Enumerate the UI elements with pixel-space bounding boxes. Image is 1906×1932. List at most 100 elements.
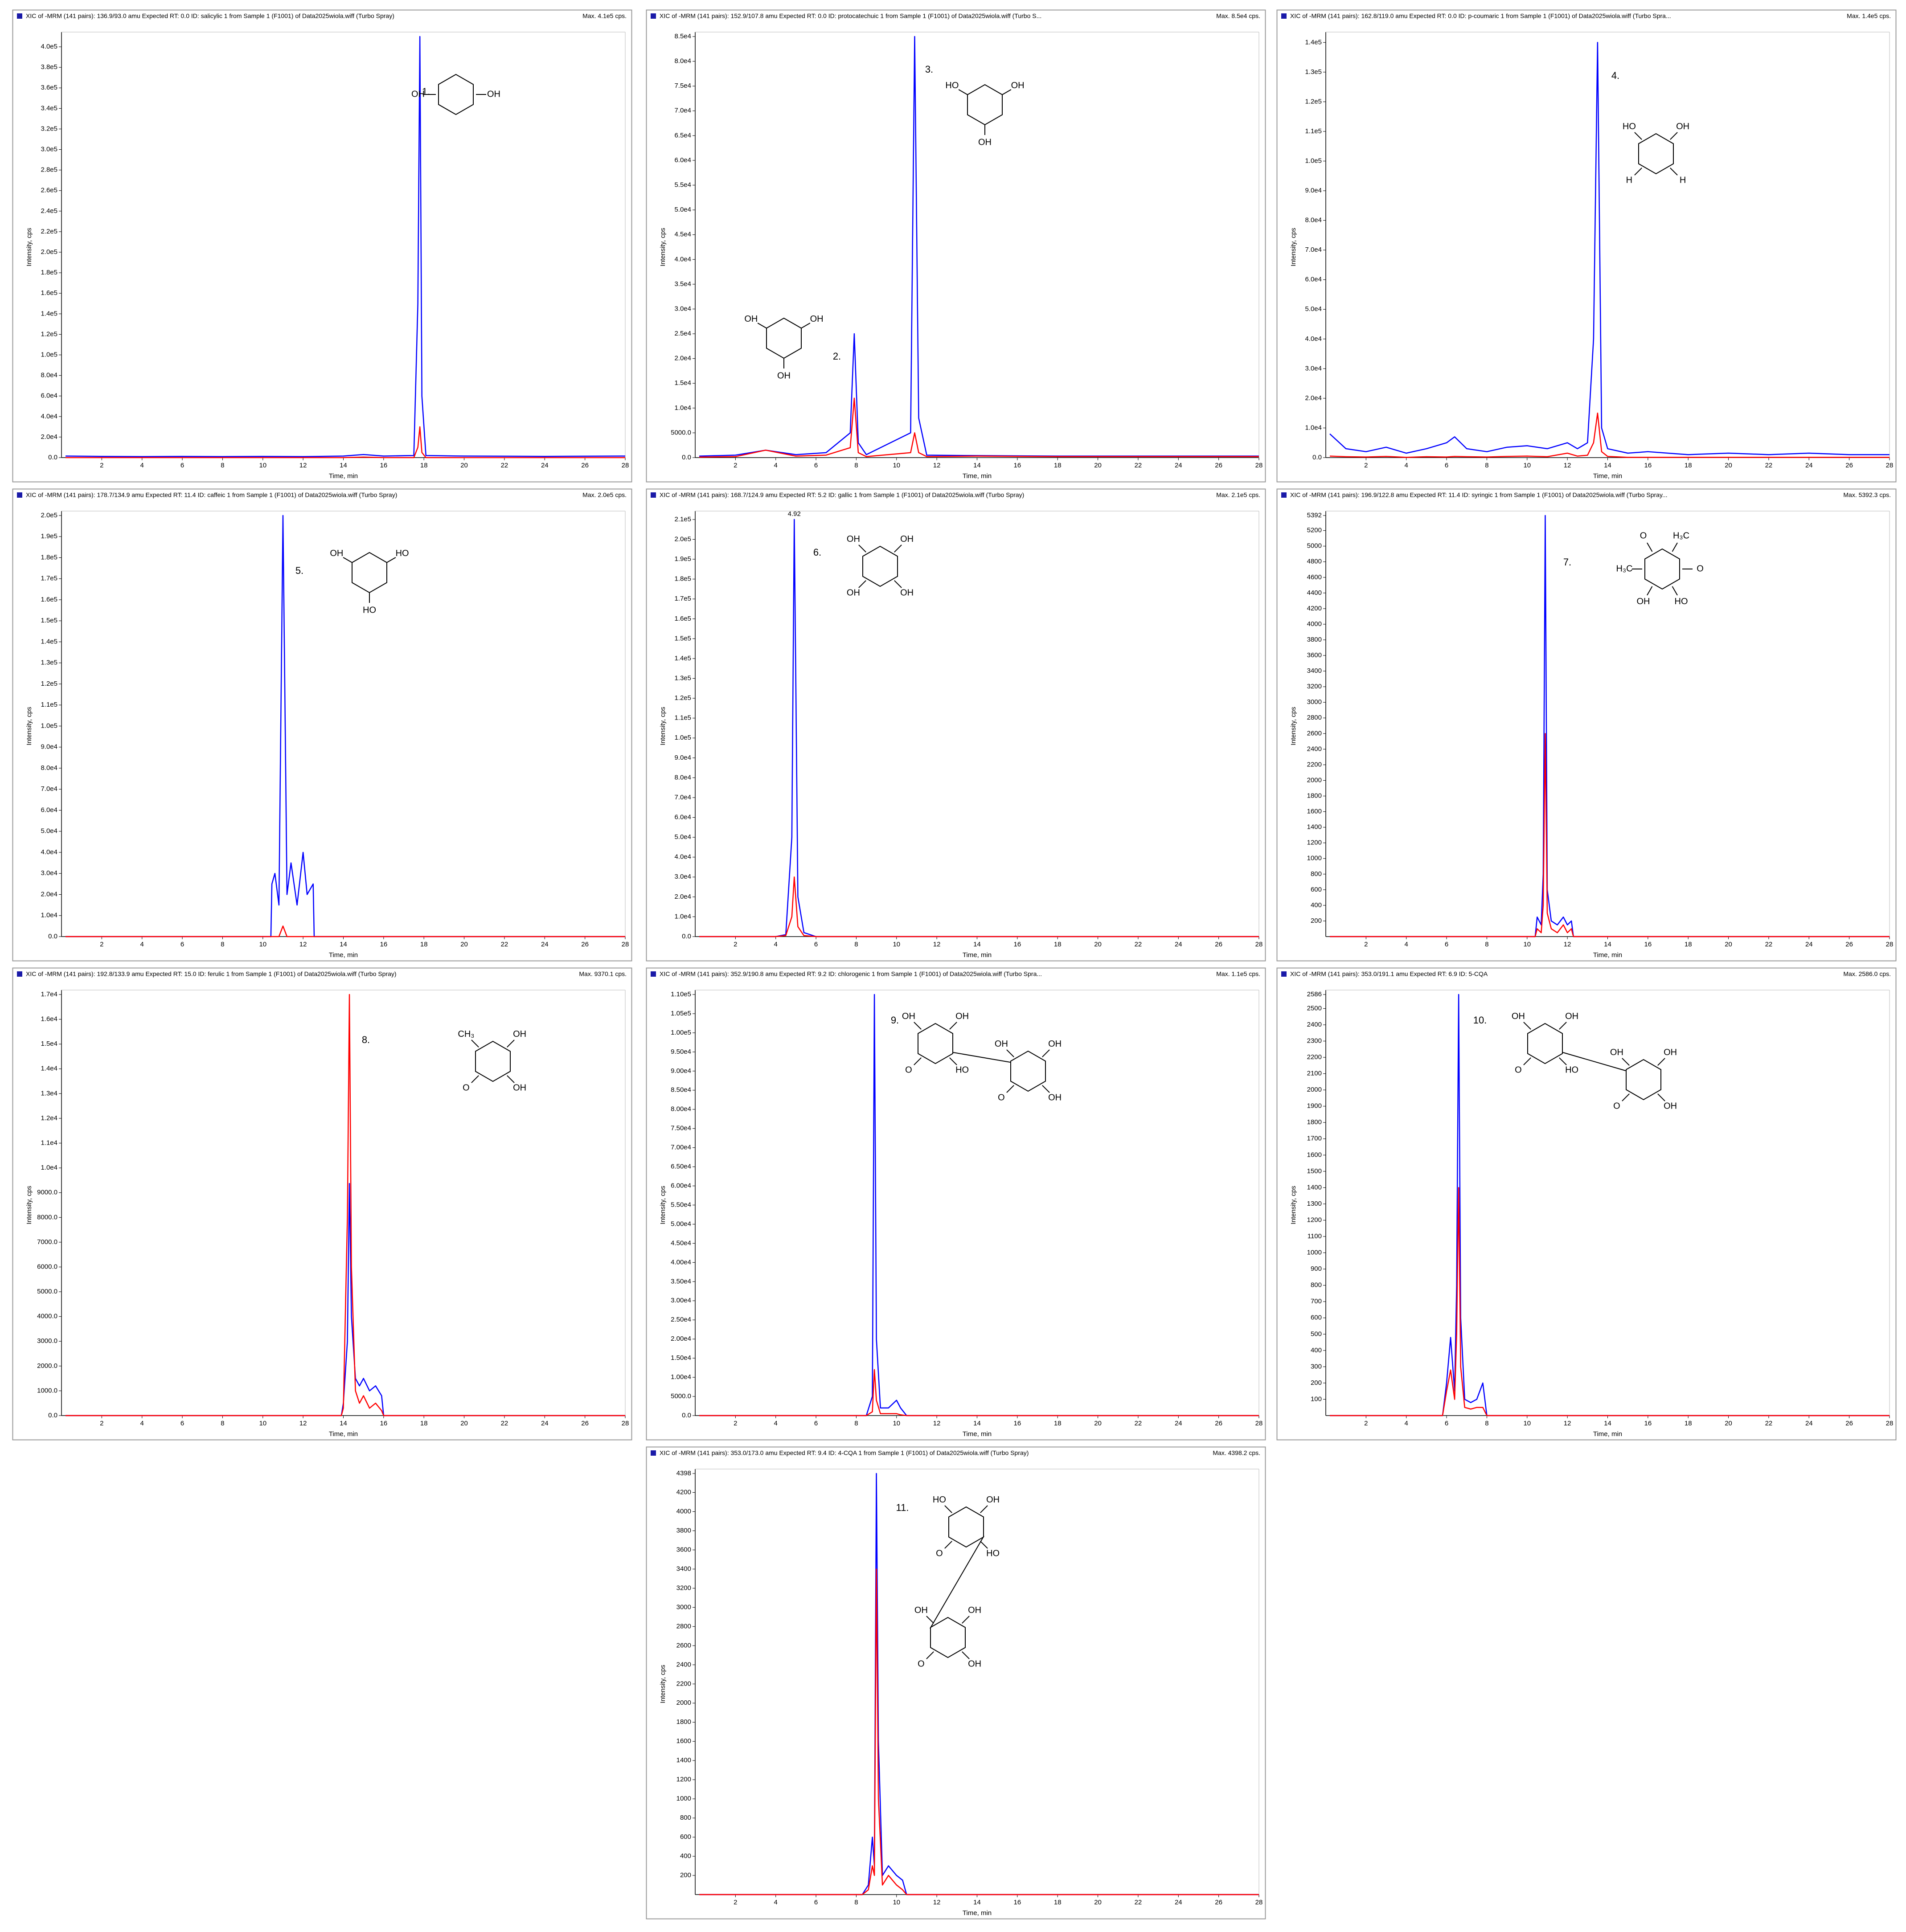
y-tick-label: 4800 [1307, 558, 1322, 565]
y-tick-label: 4.0e5 [41, 43, 57, 50]
max-label: Max. 2586.0 cps. [1843, 970, 1891, 978]
x-tick-label: 12 [933, 941, 941, 948]
structure-atom: OH [487, 89, 500, 99]
structure-atom: OH [955, 1011, 969, 1021]
x-tick-label: 24 [541, 462, 549, 469]
x-axis-label: Time, min [1593, 951, 1622, 959]
max-label: Max. 8.5e4 cps. [1216, 12, 1260, 20]
x-tick-label: 18 [420, 941, 428, 948]
y-tick-label: 8000.0 [37, 1213, 57, 1221]
structure-bond [894, 580, 902, 588]
y-tick-label: 1700 [1307, 1135, 1322, 1142]
y-tick-label: 700 [1311, 1298, 1322, 1305]
x-tick-label: 20 [1725, 462, 1732, 469]
x-tick-label: 26 [581, 1420, 589, 1427]
y-tick-label: 1.0e5 [41, 351, 57, 358]
x-axis-label: Time, min [963, 1430, 992, 1438]
trace-line [699, 397, 1259, 458]
trace-line [66, 925, 625, 937]
x-tick-label: 2 [1364, 941, 1368, 948]
compound-number: 10. [1473, 1015, 1487, 1026]
x-tick-label: 4 [1405, 462, 1408, 469]
structure-atom: O [463, 1083, 470, 1093]
y-tick-label: 1.00e4 [671, 1373, 691, 1381]
x-tick-label: 10 [1523, 941, 1531, 948]
x-tick-label: 28 [1255, 941, 1263, 948]
structure-atom: OH [900, 588, 914, 598]
max-label: Max. 9370.1 cps. [579, 970, 627, 978]
max-label: Max. 1.4e5 cps. [1847, 12, 1891, 20]
y-tick-label: 2.0e4 [1305, 394, 1322, 402]
structure-ring [862, 545, 898, 587]
x-tick-label: 2 [1364, 1420, 1368, 1427]
structure-bond [944, 1505, 952, 1513]
trace-line [66, 36, 626, 457]
structure-bond [1622, 1093, 1630, 1101]
y-tick-label: 5000 [1307, 542, 1322, 550]
y-tick-label: 2.4e5 [41, 207, 57, 215]
structure-bond [1559, 1057, 1567, 1065]
structure-atom: OH [1610, 1048, 1623, 1057]
y-tick-label: 600 [680, 1833, 691, 1841]
y-tick-label: 9.0e4 [41, 743, 57, 751]
trace-line [699, 1568, 1259, 1895]
x-tick-label: 6 [180, 1420, 184, 1427]
y-tick-label: 5.50e4 [671, 1201, 691, 1208]
y-tick-label: 5200 [1307, 527, 1322, 534]
y-tick-label: 1800 [1307, 1118, 1322, 1126]
y-tick-label: 8.50e4 [671, 1086, 691, 1094]
structure-atom: OH [744, 314, 758, 324]
y-tick-label: 1.50e4 [671, 1354, 691, 1362]
y-tick-label: 1200 [1307, 1216, 1322, 1224]
y-tick-label: 3.00e4 [671, 1297, 691, 1304]
x-tick-label: 24 [1175, 1420, 1182, 1427]
x-tick-label: 18 [1054, 1899, 1062, 1906]
structure-bond [858, 544, 866, 553]
compound-number: 4. [1611, 70, 1619, 81]
y-tick-label: 1.2e4 [41, 1114, 57, 1122]
y-tick-label: 2.8e5 [41, 166, 57, 174]
chart-panel: XIC of -MRM (141 pairs): 168.7/124.9 amu… [646, 488, 1266, 962]
x-tick-label: 14 [973, 1899, 981, 1906]
y-tick-label: 7000.0 [37, 1238, 57, 1246]
x-tick-label: 12 [1564, 941, 1571, 948]
x-tick-label: 28 [1255, 1420, 1263, 1427]
y-tick-label: 800 [1311, 870, 1322, 878]
y-tick-label: 1.9e5 [674, 555, 691, 563]
structure-bond [1672, 586, 1678, 596]
panel-frame [646, 488, 1266, 962]
structure-bond [1523, 1022, 1531, 1030]
y-tick-label: 2000 [676, 1699, 691, 1707]
y-tick-label: 2000.0 [37, 1362, 57, 1370]
structure-bond [958, 89, 968, 95]
x-tick-label: 24 [541, 941, 549, 948]
y-tick-label: 1.8e5 [674, 575, 691, 583]
y-tick-label: 2800 [1307, 714, 1322, 721]
structure-atom: OH [968, 1605, 981, 1615]
y-tick-label: 6.0e4 [674, 814, 691, 821]
structure-atom: OH [914, 1605, 928, 1615]
y-tick-label: 4.0e4 [41, 848, 57, 856]
x-tick-label: 20 [460, 941, 468, 948]
x-tick-label: 10 [893, 462, 900, 469]
compound-number: 5. [295, 565, 303, 576]
y-tick-label: 3.0e4 [674, 305, 691, 312]
y-tick-label: 6.5e4 [674, 131, 691, 139]
y-tick-label: 3000.0 [37, 1337, 57, 1345]
structure-atom: OH [513, 1083, 526, 1093]
x-tick-label: 20 [460, 462, 468, 469]
x-tick-label: 4 [140, 1420, 144, 1427]
y-tick-label: 3400 [676, 1565, 691, 1572]
structure-atom: HO [986, 1548, 1000, 1558]
x-tick-label: 22 [1135, 941, 1142, 948]
structure-bond [949, 1022, 957, 1030]
y-tick-label: 8.0e4 [674, 774, 691, 781]
structure-ring [1527, 1023, 1563, 1064]
y-axis-label: Intensity, cps [25, 228, 33, 266]
structure-bond [894, 544, 902, 553]
x-tick-label: 28 [1886, 462, 1894, 469]
y-axis-label: Intensity, cps [659, 1186, 667, 1224]
x-tick-label: 28 [1886, 941, 1894, 948]
x-tick-label: 24 [1805, 941, 1813, 948]
